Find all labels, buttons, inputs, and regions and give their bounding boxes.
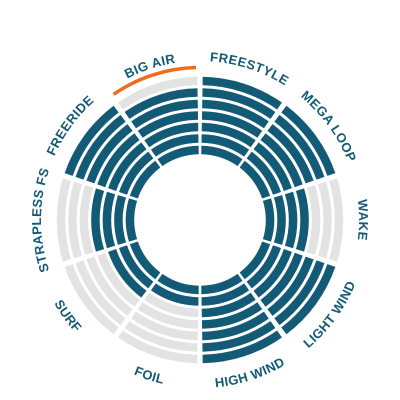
ring-foil-7: [118, 330, 198, 364]
ring-foil-6: [124, 321, 198, 352]
ring-high-wind-5: [202, 311, 269, 341]
ring-surf-6: [75, 260, 126, 326]
ring-foil-3: [144, 292, 199, 318]
ring-foil-1: [157, 273, 199, 295]
ring-strapless-fs-3: [102, 191, 116, 249]
ring-surf-7: [64, 264, 119, 335]
ring-high-wind-6: [202, 321, 276, 352]
label-foil: FOIL: [132, 363, 166, 387]
label-wake: WAKE: [355, 199, 371, 242]
ring-freestyle-6: [202, 88, 276, 119]
ring-mega-loop-4: [260, 133, 303, 188]
ring-freestyle-2: [201, 134, 250, 157]
segment-mega-loop: [239, 105, 336, 199]
ring-mega-loop-1: [239, 160, 271, 199]
ring-freestyle-7: [202, 76, 282, 110]
ring-freeride-2: [118, 151, 154, 195]
segment-surf: [64, 241, 161, 335]
ring-freeride-7: [64, 105, 119, 176]
segment-light-wind: [239, 241, 336, 335]
ring-wake-3: [284, 191, 298, 249]
ring-freestyle-1: [201, 145, 243, 167]
segment-strapless-fs: [56, 178, 138, 262]
ring-freeride-3: [108, 142, 147, 192]
ring-strapless-fs-7: [56, 178, 72, 262]
ring-light-wind-5: [267, 256, 314, 316]
ring-high-wind-7: [202, 330, 282, 364]
ring-strapless-fs-6: [68, 181, 83, 259]
ring-high-wind-1: [201, 273, 243, 295]
ring-freeride-5: [86, 124, 133, 184]
ring-wake-5: [306, 185, 321, 255]
ring-light-wind-3: [253, 248, 292, 298]
ring-big-air-5: [131, 99, 198, 129]
ring-mega-loop-5: [267, 124, 314, 184]
ring-big-air-2: [150, 134, 199, 157]
ring-high-wind-3: [201, 292, 256, 318]
ring-strapless-fs-1: [125, 198, 138, 242]
segment-high-wind: [201, 273, 282, 364]
ring-big-air-6: [124, 88, 198, 119]
ring-high-wind-2: [201, 283, 250, 306]
ring-freeride-1: [129, 160, 161, 199]
ring-strapless-fs-2: [114, 195, 127, 245]
ring-mega-loop-7: [281, 105, 336, 176]
segment-freeride: [64, 105, 161, 199]
ring-surf-3: [108, 248, 147, 298]
ring-mega-loop-6: [274, 114, 325, 180]
ring-big-air-1: [157, 145, 199, 167]
segment-freestyle: [201, 76, 282, 167]
ring-freestyle-5: [202, 99, 269, 129]
ring-strapless-fs-4: [91, 188, 105, 252]
ring-wake-2: [273, 195, 286, 245]
ring-freeride-4: [97, 133, 140, 188]
ring-mega-loop-3: [253, 142, 292, 192]
ring-light-wind-1: [239, 241, 271, 280]
segment-foil: [118, 273, 199, 364]
ring-surf-5: [86, 256, 133, 316]
ring-mega-loop-2: [246, 151, 282, 195]
ring-big-air-7: [118, 76, 198, 110]
ring-wake-7: [328, 178, 344, 262]
ring-wake-6: [317, 181, 332, 259]
label-freeride: FREERIDE: [43, 92, 96, 157]
ring-freestyle-3: [201, 122, 256, 148]
label-strapless-fs: STRAPLESS FS: [29, 166, 52, 274]
ring-surf-4: [97, 252, 140, 307]
ring-foil-5: [131, 311, 198, 341]
ring-high-wind-4: [201, 302, 263, 329]
ring-surf-1: [129, 241, 161, 280]
ring-light-wind-7: [281, 264, 336, 335]
ring-freestyle-4: [201, 111, 263, 138]
ring-light-wind-2: [246, 245, 282, 289]
ring-wake-4: [295, 188, 309, 252]
label-surf: SURF: [51, 297, 84, 335]
ring-foil-2: [150, 283, 199, 306]
ring-light-wind-6: [274, 260, 325, 326]
ring-big-air-4: [137, 111, 199, 138]
ring-light-wind-4: [260, 252, 303, 307]
ring-foil-4: [137, 302, 199, 329]
ring-surf-2: [118, 245, 154, 289]
highlight-arc-big-air: [112, 65, 197, 96]
ring-freeride-6: [75, 114, 126, 180]
segment-wake: [262, 178, 344, 262]
segment-big-air: [112, 65, 199, 167]
ring-big-air-3: [144, 122, 199, 148]
ring-wake-1: [262, 198, 275, 242]
ring-strapless-fs-5: [79, 185, 94, 255]
